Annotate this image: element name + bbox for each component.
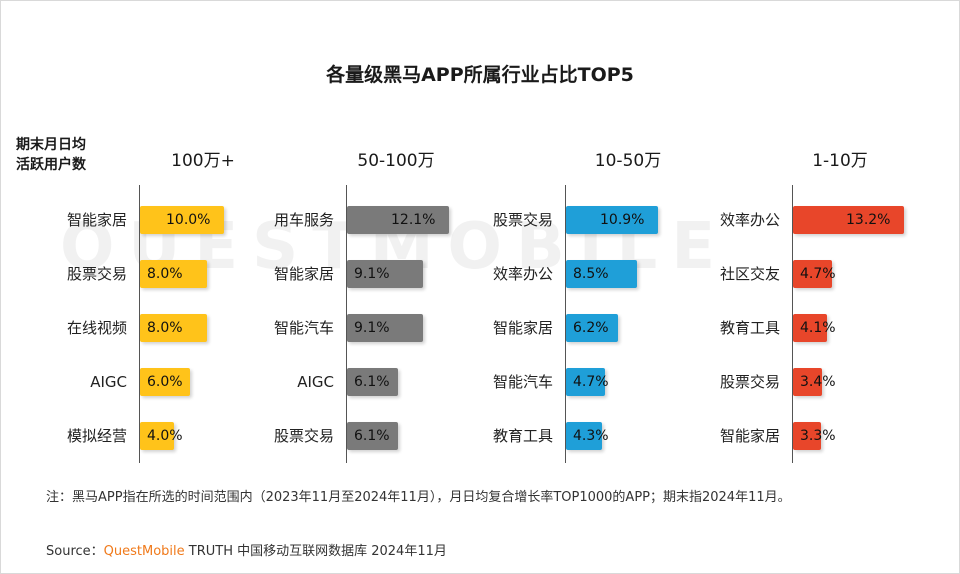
bar (347, 260, 423, 288)
value-label: 4.7% (573, 374, 609, 390)
category-label: 智能汽车 (492, 373, 553, 391)
bar (347, 422, 398, 450)
bar (140, 314, 207, 342)
category-label: AIGC (297, 373, 334, 391)
value-label: 6.0% (147, 374, 183, 390)
bar (347, 206, 449, 234)
value-label: 6.1% (354, 428, 390, 444)
bar (566, 422, 602, 450)
value-label: 3.4% (800, 374, 836, 390)
value-label: 12.1% (391, 212, 436, 228)
group-header-2: 50-100万 (357, 151, 435, 171)
value-label: 4.3% (573, 428, 609, 444)
value-label: 8.5% (573, 266, 609, 282)
value-label: 4.1% (800, 320, 836, 336)
axis-title: 期末月日均 活跃用户数 (16, 135, 86, 175)
value-label: 4.7% (800, 266, 836, 282)
axis-title-line-1: 期末月日均 (16, 137, 86, 153)
category-label: 股票交易 (66, 265, 127, 283)
bar (347, 368, 398, 396)
bar (566, 206, 658, 234)
chart-title: 各量级黑马APP所属行业占比TOP5 (326, 64, 634, 86)
category-label: 在线视频 (66, 319, 127, 337)
axis-line-4 (792, 185, 793, 463)
category-label: 社区交友 (719, 265, 780, 283)
bar (793, 368, 822, 396)
category-label: 股票交易 (719, 373, 780, 391)
category-label: 教育工具 (719, 319, 780, 337)
source-line: Source：QuestMobile TRUTH 中国移动互联网数据库 2024… (46, 540, 447, 559)
bar (347, 314, 423, 342)
source-prefix: Source： (46, 544, 104, 559)
bar (140, 260, 207, 288)
category-label: 股票交易 (273, 427, 334, 445)
category-label: 教育工具 (492, 427, 553, 445)
axis-line-2 (346, 185, 347, 463)
value-label: 10.9% (600, 212, 645, 228)
bar (566, 260, 637, 288)
value-label: 6.2% (573, 320, 609, 336)
category-label: 股票交易 (492, 211, 553, 229)
group-header-4: 1-10万 (812, 151, 868, 171)
axis-title-line-2: 活跃用户数 (16, 157, 86, 173)
source-brand: QuestMobile (103, 544, 185, 559)
category-label: 效率办公 (719, 211, 780, 229)
value-label: 8.0% (147, 320, 183, 336)
value-label: 10.0% (166, 212, 211, 228)
axis-line-3 (565, 185, 566, 463)
category-label: 智能家居 (66, 211, 127, 229)
group-header-1: 100万+ (171, 151, 235, 171)
value-label: 9.1% (354, 320, 390, 336)
category-label: AIGC (90, 373, 127, 391)
category-label: 用车服务 (273, 211, 334, 229)
bar (140, 368, 190, 396)
value-label: 3.3% (800, 428, 836, 444)
axis-line-1 (139, 185, 140, 463)
group-header-3: 10-50万 (594, 151, 662, 171)
category-label: 效率办公 (492, 265, 553, 283)
footnote: 注：黑马APP指在所选的时间范围内（2023年11月至2024年11月），月日均… (46, 490, 791, 505)
bar (793, 260, 832, 288)
category-label: 智能家居 (492, 319, 553, 337)
category-label: 智能家居 (273, 265, 334, 283)
value-label: 6.1% (354, 374, 390, 390)
category-label: 智能家居 (719, 427, 780, 445)
bar (793, 206, 904, 234)
source-suffix: TRUTH 中国移动互联网数据库 2024年11月 (184, 544, 447, 559)
category-label: 智能汽车 (273, 319, 334, 337)
value-label: 8.0% (147, 266, 183, 282)
value-label: 13.2% (846, 212, 891, 228)
value-label: 4.0% (147, 428, 183, 444)
bar (566, 314, 618, 342)
bar (140, 206, 224, 234)
bar (566, 368, 605, 396)
bar (793, 422, 821, 450)
category-label: 模拟经营 (66, 427, 127, 445)
bar (793, 314, 827, 342)
bar (140, 422, 174, 450)
value-label: 9.1% (354, 266, 390, 282)
